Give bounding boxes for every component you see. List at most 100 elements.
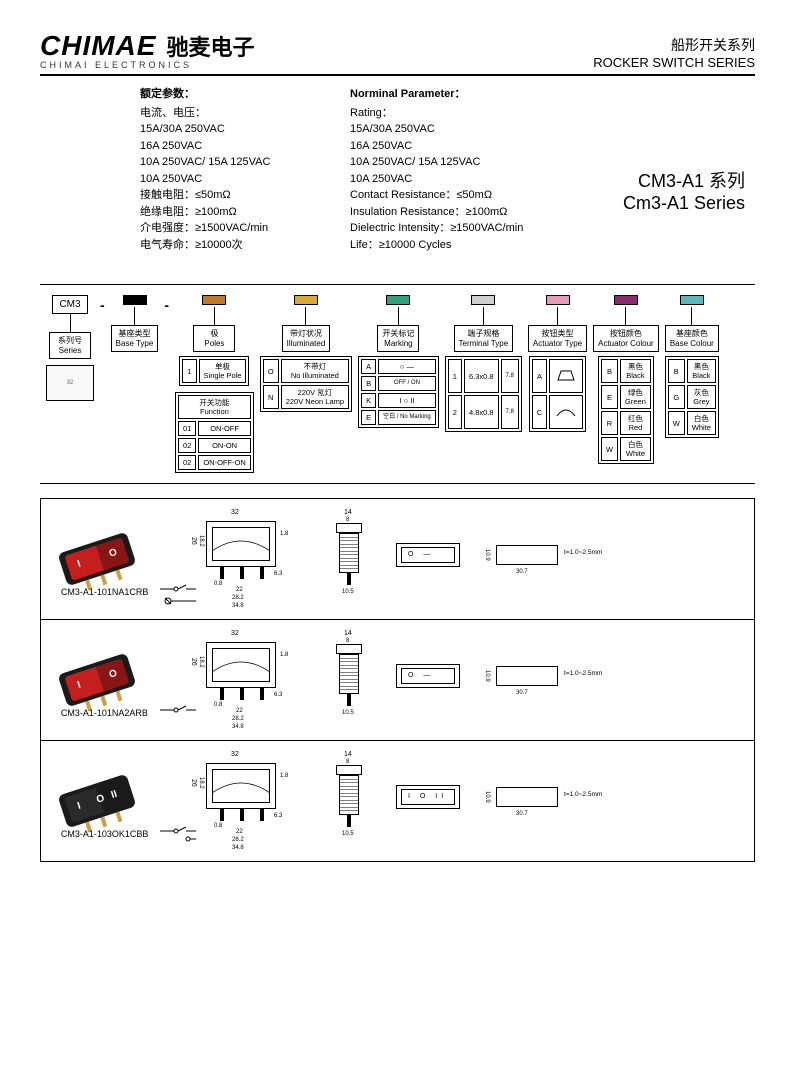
base-type-drawing: 32 xyxy=(46,365,94,401)
tm-r1-c: 2 xyxy=(448,395,462,429)
page-header: CHIMAE 驰麦电子 CHIMAI ELECTRONICS 船形开关系列 RO… xyxy=(40,30,755,76)
ac-r1-cn: 绿色 xyxy=(625,388,646,397)
swatch-poles xyxy=(202,295,226,305)
params-cn-insulation: 绝缘电阻：≥100mΩ xyxy=(140,204,320,221)
code-prefix: CM3 xyxy=(52,295,87,314)
product-list: I O CM3-A1-101NA1CRB 32 26 18.2 1.8 0.8 … xyxy=(40,498,755,862)
circuit-icon xyxy=(156,825,200,851)
mk-r1-c: B xyxy=(361,376,376,391)
tm-r0-c: 1 xyxy=(448,359,462,393)
product-row: I O II CM3-A1-103OK1CBB 32 26 18.2 1.8 0… xyxy=(41,741,754,861)
technical-drawing: 32 26 18.2 1.8 0.8 22 28.2 34.8 6.3 14 xyxy=(156,509,746,609)
swatch-acttype xyxy=(546,295,570,305)
code-col-actuator-colour: 按钮颜色 Actuator Colour B黑色Black E绿色Green R… xyxy=(593,295,659,464)
params-cn-r1: 15A/30A 250VAC xyxy=(140,121,320,138)
bc-r1-c: G xyxy=(668,385,685,409)
code-col-illuminated: 带灯状况 Illuminated O不带灯No Illuminated N220… xyxy=(260,295,352,412)
ac-r1-en: Green xyxy=(625,397,646,406)
product-photo: I O II CM3-A1-103OK1CBB xyxy=(49,762,144,840)
actcolour-en: Actuator Colour xyxy=(598,339,654,349)
ac-r3-cn: 白色 xyxy=(625,440,646,449)
tm-r0-h: 7.8 xyxy=(501,359,519,393)
il-r1-cn: 220V 氖灯 xyxy=(286,388,344,397)
illum-cn: 带灯状况 xyxy=(287,329,326,339)
product-photo: I O CM3-A1-101NA1CRB xyxy=(49,520,144,598)
actcolour-cn: 按钮颜色 xyxy=(598,329,654,339)
poles-cn: 极 xyxy=(198,329,230,339)
technical-drawing: 32 26 18.2 1.8 0.8 22 28.2 34.8 6.3 14 xyxy=(156,751,746,851)
ac-r1-c: E xyxy=(601,385,618,409)
code-col-series: CM3 系列号 Series 32 xyxy=(46,295,94,401)
params-en-contact: Contact Resistance：≤50mΩ xyxy=(350,187,530,204)
poles-table: 1 单极 Single Pole xyxy=(179,356,249,386)
actuator-colour-table: B黑色Black E绿色Green R红色Red W白色White xyxy=(598,356,654,464)
at-r0: A xyxy=(532,359,547,393)
swatch-terminal xyxy=(471,295,495,305)
il-r0-c: O xyxy=(263,359,279,383)
function-en: Function xyxy=(183,407,246,416)
swatch-marking xyxy=(386,295,410,305)
code-col-poles: 极 Poles 1 单极 Single Pole 开关功能Function 01… xyxy=(175,295,254,473)
tm-r0-v: 6.3x0.8 xyxy=(464,359,499,393)
technical-drawing: 32 26 18.2 1.8 0.8 22 28.2 34.8 6.3 14 xyxy=(156,630,746,730)
poles-item-cn: 单极 xyxy=(204,362,242,371)
product-row: I O CM3-A1-101NA1CRB 32 26 18.2 1.8 0.8 … xyxy=(41,499,754,620)
header-title-cn: 船形开关系列 xyxy=(593,35,755,55)
params-en-dielectric: Dielectric Intensity：≥1500VAC/min xyxy=(350,220,530,237)
il-r0-cn: 不带灯 xyxy=(286,362,344,371)
fn-r2-v: ON-OFF-ON xyxy=(198,455,251,470)
params-en-r1: 15A/30A 250VAC xyxy=(350,121,530,138)
mk-r0-c: A xyxy=(361,359,376,374)
illum-en: Illuminated xyxy=(287,339,326,349)
base-type-dim: 32 xyxy=(67,380,74,386)
ac-r0-cn: 黑色 xyxy=(625,362,646,371)
bc-r2-c: W xyxy=(668,411,685,435)
acttype-en: Actuator Type xyxy=(533,339,582,349)
ac-r0-en: Black xyxy=(625,371,646,380)
ac-r2-cn: 红色 xyxy=(625,414,646,423)
marking-table: A○ — BOFF / ON KI ○ II E空白 / No Marking xyxy=(358,356,439,428)
ac-r2-en: Red xyxy=(625,423,646,432)
params-en-r3: 10A 250VAC/ 15A 125VAC xyxy=(350,154,530,171)
code-col-actuator-type: 按钮类型 Actuator Type A C xyxy=(528,295,587,432)
terminal-cn: 端子规格 xyxy=(459,329,509,339)
function-table: 开关功能Function 01ON-OFF 02ON-ON 02ON-OFF-O… xyxy=(175,392,254,473)
params-en-r4: 10A 250VAC xyxy=(350,171,530,188)
bc-r0-cn: 黑色 xyxy=(692,362,711,371)
params-cn-dielectric: 介电强度：≥1500VAC/min xyxy=(140,220,320,237)
bc-r0-en: Black xyxy=(692,371,711,380)
mk-r3-c: E xyxy=(361,410,376,425)
parameters-cn: 额定参数： 电流、电压： 15A/30A 250VAC 16A 250VAC 1… xyxy=(140,86,320,253)
bc-r1-en: Grey xyxy=(692,397,711,406)
ac-r2-c: R xyxy=(601,411,618,435)
bc-r2-en: White xyxy=(692,423,711,432)
code-col-basetype: 基座类型 Base Type xyxy=(111,295,159,352)
actuator-type-table: A C xyxy=(529,356,586,432)
params-cn-title: 额定参数： xyxy=(140,86,320,103)
swatch-actcolour xyxy=(614,295,638,305)
header-title-en: ROCKER SWITCH SERIES xyxy=(593,55,755,70)
poles-en: Poles xyxy=(198,339,230,349)
params-cn-life: 电气寿命：≥10000次 xyxy=(140,237,320,254)
il-r0-en: No Illuminated xyxy=(286,371,344,380)
code-series-cn: 系列号 xyxy=(54,336,86,346)
params-cn-r4: 10A 250VAC xyxy=(140,171,320,188)
poles-item-en: Single Pole xyxy=(204,371,242,380)
bc-r2-cn: 白色 xyxy=(692,414,711,423)
function-cn: 开关功能 xyxy=(183,398,246,407)
params-cn-contact: 接触电阻：≤50mΩ xyxy=(140,187,320,204)
fn-r0-c: 01 xyxy=(178,421,196,436)
bc-r1-cn: 灰色 xyxy=(692,388,711,397)
ac-r3-c: W xyxy=(601,437,618,461)
tm-r1-h: 7.8 xyxy=(501,395,519,429)
code-series-en: Series xyxy=(54,346,86,356)
basecolour-cn: 基座颜色 xyxy=(670,329,714,339)
logo-cn: 驰麦电子 xyxy=(166,30,254,62)
product-row: I O CM3-A1-101NA2ARB 32 26 18.2 1.8 0.8 … xyxy=(41,620,754,741)
ac-r3-en: White xyxy=(625,449,646,458)
fn-r0-v: ON-OFF xyxy=(198,421,251,436)
logo-block: CHIMAE 驰麦电子 CHIMAI ELECTRONICS xyxy=(40,30,254,70)
header-title: 船形开关系列 ROCKER SWITCH SERIES xyxy=(593,35,755,70)
params-cn-r3: 10A 250VAC/ 15A 125VAC xyxy=(140,154,320,171)
poles-code: 1 xyxy=(182,359,196,383)
